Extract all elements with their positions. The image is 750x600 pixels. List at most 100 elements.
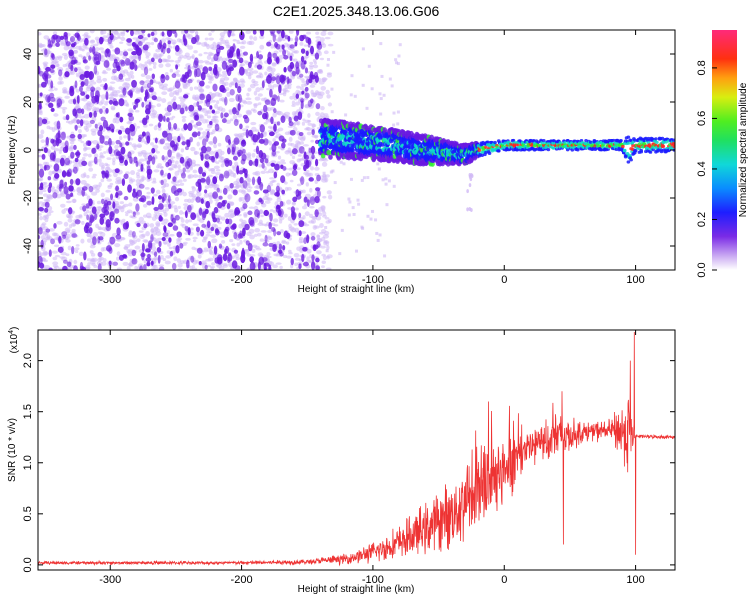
sparse-point (330, 110, 334, 114)
noise-haze-point (189, 30, 196, 34)
noise-point (81, 108, 85, 115)
noise-haze-point (118, 86, 124, 90)
noise-haze-point (168, 167, 173, 171)
noise-haze-point (150, 115, 157, 119)
noise-point (55, 35, 61, 43)
noise-point (174, 214, 180, 221)
noise-haze-point (206, 73, 210, 78)
noise-haze-point (220, 231, 224, 236)
sparse-point (356, 198, 360, 202)
noise-haze-point (42, 215, 47, 221)
noise-point (153, 251, 158, 258)
noise-haze-point (190, 146, 196, 152)
noise-haze-point (296, 167, 301, 171)
noise-point (223, 157, 230, 164)
noise-haze-point (301, 80, 307, 84)
noise-haze-point (247, 74, 252, 80)
noise-haze-point (125, 213, 129, 217)
noise-haze-point (276, 241, 281, 246)
noise-haze-point (84, 65, 90, 70)
noise-haze-point (128, 108, 134, 113)
noise-haze-point (128, 243, 134, 246)
noise-point (286, 76, 290, 85)
noise-point (245, 240, 250, 246)
noise-haze-point (51, 188, 57, 193)
noise-point (53, 163, 60, 172)
noise-haze-point (112, 160, 116, 166)
noise-haze-point (157, 53, 162, 57)
noise-point (262, 112, 268, 120)
noise-haze-point (312, 58, 317, 63)
noise-haze-point (167, 54, 171, 60)
noise-haze-point (214, 103, 219, 109)
noise-haze-point (53, 113, 59, 117)
noise-point (127, 184, 132, 193)
noise-haze-point (235, 257, 241, 261)
noise-point (211, 156, 216, 163)
noise-haze-point (239, 45, 246, 50)
noise-haze-point (156, 96, 162, 102)
noise-point (262, 189, 269, 194)
noise-point (123, 173, 129, 180)
noise-haze-point (299, 41, 304, 46)
noise-haze-point (288, 249, 292, 253)
noise-point (140, 252, 146, 258)
noise-haze-point (96, 208, 101, 214)
noise-haze-point (124, 82, 130, 86)
noise-point (263, 262, 270, 267)
noise-point (161, 31, 165, 37)
noise-haze-point (316, 234, 321, 238)
noise-haze-point (283, 42, 289, 48)
noise-point (251, 176, 256, 186)
noise-haze-point (280, 229, 284, 234)
noise-haze-point (302, 135, 306, 141)
noise-point (144, 89, 149, 98)
noise-haze-point (177, 56, 182, 62)
noise-point (250, 133, 255, 141)
noise-point (248, 159, 253, 167)
noise-point (117, 129, 123, 135)
noise-haze-point (185, 237, 191, 241)
noise-point (275, 185, 280, 193)
noise-point (292, 196, 298, 203)
noise-point (71, 233, 78, 238)
noise-point (91, 45, 96, 55)
noise-haze-point (186, 55, 192, 61)
noise-haze-point (288, 251, 293, 255)
noise-haze-point (286, 199, 292, 205)
noise-haze-point (221, 239, 226, 244)
noise-haze-point (101, 105, 106, 110)
noise-haze-point (289, 95, 294, 100)
noise-point (90, 86, 96, 92)
noise-haze-point (195, 42, 202, 46)
noise-point (272, 52, 278, 59)
noise-point (314, 139, 320, 145)
noise-haze-point (230, 81, 236, 86)
noise-point (182, 34, 186, 43)
noise-haze-point (245, 125, 250, 129)
noise-haze-point (140, 73, 146, 77)
noise-point (225, 245, 230, 254)
sparse-point (384, 177, 388, 181)
noise-haze-point (173, 256, 178, 262)
noise-haze-point (198, 136, 203, 140)
noise-point (291, 148, 298, 155)
noise-haze-point (84, 265, 91, 270)
noise-point (133, 43, 139, 51)
noise-point (138, 134, 144, 139)
noise-point (114, 47, 121, 55)
noise-haze-point (214, 198, 220, 202)
noise-point (258, 138, 265, 144)
noise-haze-point (236, 242, 241, 247)
noise-point (269, 88, 273, 98)
noise-point (169, 250, 174, 257)
noise-haze-point (81, 203, 87, 206)
noise-point (278, 84, 282, 94)
sparse-point (392, 111, 396, 115)
sparse-point (331, 169, 335, 173)
noise-haze-point (149, 223, 155, 228)
sparse-point (378, 92, 382, 96)
noise-haze-point (165, 255, 172, 259)
sparse-point (388, 77, 392, 81)
noise-point (257, 176, 262, 186)
